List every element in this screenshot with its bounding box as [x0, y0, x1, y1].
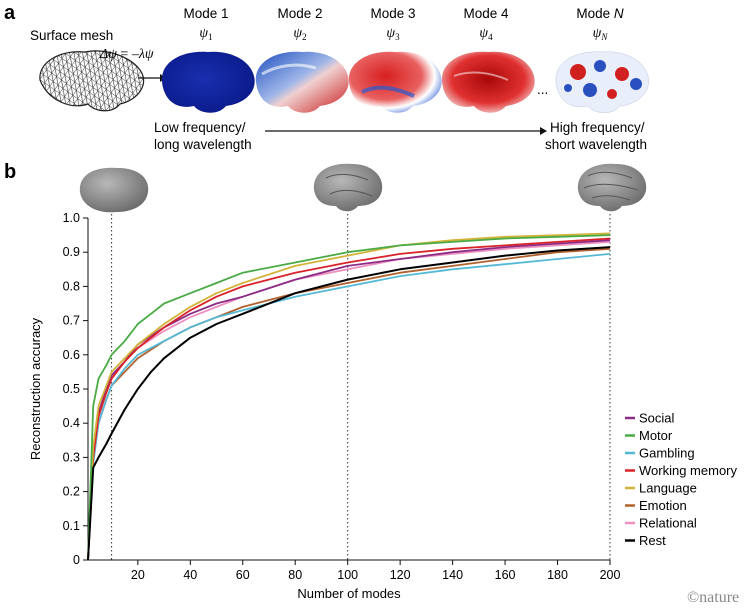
mode-2-title: Mode 2 ψ2 — [277, 6, 322, 42]
series-line-gambling — [87, 253, 611, 561]
legend-entry: Emotion — [639, 498, 687, 513]
svg-text:Mode N: Mode N — [576, 6, 624, 21]
mode-n-brain-icon — [555, 51, 649, 113]
x-tick-label: 60 — [236, 568, 250, 582]
mode-2-brain-icon — [255, 51, 349, 113]
brain-10-modes-icon — [79, 167, 149, 213]
low-frequency-label-line2: long wavelength — [154, 137, 252, 152]
reconstruction-accuracy-chart: 20 40 60 80 100 120 140 160 180 200 0 0.1 0.2 0.3 0.4… — [28, 211, 738, 601]
y-tick-label: 0.7 — [63, 314, 80, 328]
series-line-working-memory — [87, 237, 611, 561]
x-tick-label: 200 — [600, 568, 621, 582]
x-tick-label: 20 — [131, 568, 145, 582]
svg-text:ψ4: ψ4 — [479, 26, 493, 42]
y-tick-label: 0 — [73, 553, 80, 567]
legend-entry: Social — [639, 411, 675, 426]
mode-1-title: Mode 1 ψ1 — [183, 6, 228, 42]
y-tick-label: 0.6 — [63, 348, 80, 362]
y-tick-label: 0.1 — [63, 519, 80, 533]
x-tick-label: 120 — [390, 568, 411, 582]
mode-n-title: Mode N ψN — [576, 6, 624, 42]
series-line-rest — [87, 246, 611, 561]
brain-100-modes-icon — [313, 163, 383, 212]
y-tick-label: 0.5 — [63, 382, 80, 396]
y-tick-label: 0.3 — [63, 450, 80, 464]
mode-1-brain-icon — [161, 51, 255, 113]
low-frequency-label-line1: Low frequency/ — [154, 120, 246, 135]
svg-text:Mode 4: Mode 4 — [463, 6, 509, 21]
legend-entry: Working memory — [639, 463, 738, 478]
y-tick-label: 0.2 — [63, 485, 80, 499]
series-line-motor — [87, 234, 611, 561]
high-frequency-label-line2: short wavelength — [545, 137, 647, 152]
surface-mesh-brain-icon — [39, 50, 145, 112]
mode-3-brain-icon — [348, 51, 442, 113]
svg-text:ψ1: ψ1 — [199, 26, 212, 42]
legend-entry: Rest — [639, 533, 666, 548]
x-tick-label: 80 — [288, 568, 302, 582]
modes-ellipsis: ... — [537, 82, 548, 97]
panel-b-letter: b — [4, 161, 16, 183]
chart-legend: Social Motor Gambling Working memory Languag… — [625, 411, 738, 548]
mode-titles: Mode 1 ψ1 Mode 2 ψ2 Mode 3 ψ3 Mode 4 ψ4 … — [183, 6, 623, 42]
high-frequency-label-line1: High frequency/ — [550, 120, 645, 135]
nature-watermark: ©nature — [687, 589, 739, 606]
y-tick-label: 1.0 — [63, 211, 80, 225]
svg-text:ψ2: ψ2 — [293, 26, 306, 42]
svg-text:Mode 2: Mode 2 — [277, 6, 322, 21]
series-line-language — [87, 232, 611, 561]
mode-3-title: Mode 3 ψ3 — [370, 6, 415, 42]
y-ticks: 0 0.1 0.2 0.3 0.4 0.5 0.6 0.7 0.8 0.9 1.0 — [63, 211, 88, 567]
mode-4-title: Mode 4 ψ4 — [463, 6, 509, 42]
x-tick-label: 160 — [495, 568, 516, 582]
y-tick-label: 0.4 — [63, 416, 80, 430]
svg-text:Mode 1: Mode 1 — [183, 6, 228, 21]
y-tick-label: 0.9 — [63, 245, 80, 259]
legend-entry: Language — [639, 481, 697, 496]
series-lines — [87, 232, 611, 561]
mode-4-brain-icon — [441, 51, 535, 113]
x-axis-label: Number of modes — [297, 586, 401, 601]
svg-text:ψN: ψN — [593, 26, 609, 42]
surface-mesh-label: Surface mesh — [30, 28, 113, 43]
panel-a-letter: a — [4, 2, 16, 24]
x-tick-label: 180 — [547, 568, 568, 582]
x-tick-label: 40 — [183, 568, 197, 582]
svg-text:ψ3: ψ3 — [386, 26, 400, 42]
legend-entry: Gambling — [639, 446, 695, 461]
x-ticks: 20 40 60 80 100 120 140 160 180 200 — [131, 560, 621, 582]
series-line-social — [87, 239, 611, 561]
frequency-arrow — [265, 127, 547, 135]
legend-entry: Relational — [639, 516, 697, 531]
laplacian-equation: Δψ = –λψ — [99, 47, 154, 62]
x-tick-label: 140 — [442, 568, 463, 582]
series-line-relational — [87, 241, 611, 561]
svg-text:Mode 3: Mode 3 — [370, 6, 415, 21]
legend-entry: Motor — [639, 428, 673, 443]
series-line-emotion — [87, 247, 611, 561]
brain-200-modes-icon — [577, 163, 647, 212]
x-tick-label: 100 — [337, 568, 358, 582]
y-tick-label: 0.8 — [63, 279, 80, 293]
y-axis-label: Reconstruction accuracy — [28, 317, 43, 460]
